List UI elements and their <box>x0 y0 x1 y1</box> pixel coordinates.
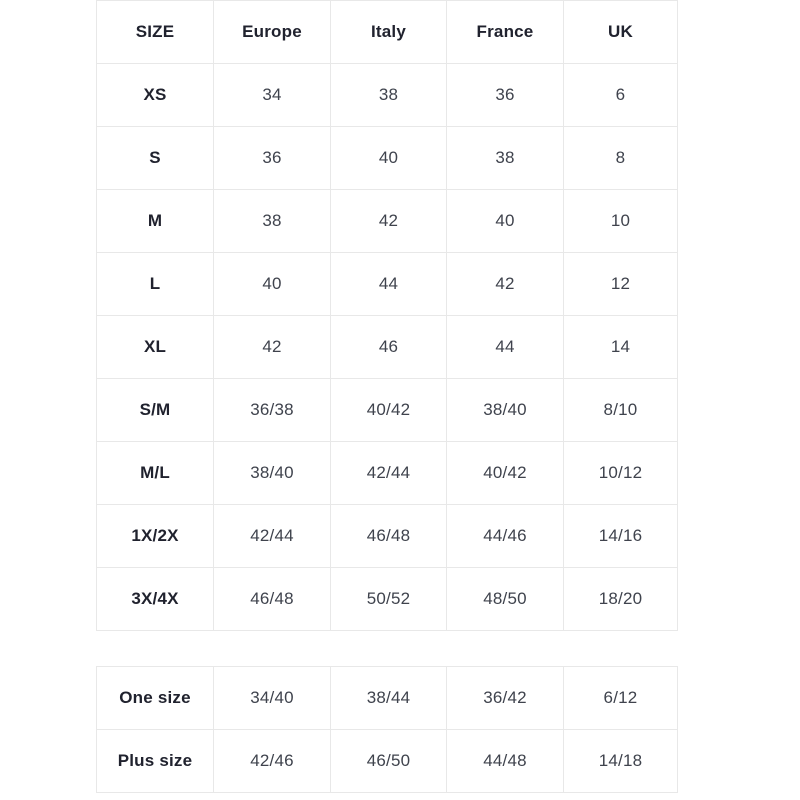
table-row: One size 34/40 38/44 36/42 6/12 <box>96 666 678 730</box>
france-value: 48/50 <box>446 567 564 631</box>
size-label: S <box>96 126 214 190</box>
column-header-italy: Italy <box>330 0 447 64</box>
france-value: 38/40 <box>446 378 564 442</box>
france-value: 36 <box>446 63 564 127</box>
size-label: M/L <box>96 441 214 505</box>
table-row: Plus size 42/46 46/50 44/48 14/18 <box>96 729 678 793</box>
france-value: 44 <box>446 315 564 379</box>
uk-value: 10/12 <box>563 441 678 505</box>
france-value: 36/42 <box>446 666 564 730</box>
international-size-conversion-table: SIZE Europe Italy France UK XS 34 38 36 … <box>96 0 678 631</box>
italy-value: 40/42 <box>330 378 447 442</box>
size-label: One size <box>96 666 214 730</box>
uk-value: 14/16 <box>563 504 678 568</box>
column-header-france: France <box>446 0 564 64</box>
france-value: 40 <box>446 189 564 253</box>
size-label: 3X/4X <box>96 567 214 631</box>
europe-value: 42/44 <box>213 504 331 568</box>
uk-value: 8/10 <box>563 378 678 442</box>
size-label: M <box>96 189 214 253</box>
size-label: XS <box>96 63 214 127</box>
uk-value: 8 <box>563 126 678 190</box>
france-value: 40/42 <box>446 441 564 505</box>
italy-value: 46/48 <box>330 504 447 568</box>
italy-value: 42 <box>330 189 447 253</box>
table-row: 1X/2X 42/44 46/48 44/46 14/16 <box>96 504 678 568</box>
uk-value: 6 <box>563 63 678 127</box>
table-row: L 40 44 42 12 <box>96 252 678 316</box>
uk-value: 12 <box>563 252 678 316</box>
uk-value: 18/20 <box>563 567 678 631</box>
france-value: 44/48 <box>446 729 564 793</box>
table-row: S/M 36/38 40/42 38/40 8/10 <box>96 378 678 442</box>
table-row: S 36 40 38 8 <box>96 126 678 190</box>
italy-value: 46 <box>330 315 447 379</box>
uk-value: 6/12 <box>563 666 678 730</box>
size-label: Plus size <box>96 729 214 793</box>
table-header-row: SIZE Europe Italy France UK <box>96 0 678 64</box>
size-label: L <box>96 252 214 316</box>
column-header-europe: Europe <box>213 0 331 64</box>
europe-value: 38/40 <box>213 441 331 505</box>
uk-value: 14 <box>563 315 678 379</box>
france-value: 42 <box>446 252 564 316</box>
size-label: 1X/2X <box>96 504 214 568</box>
uk-value: 14/18 <box>563 729 678 793</box>
france-value: 44/46 <box>446 504 564 568</box>
europe-value: 36 <box>213 126 331 190</box>
europe-value: 38 <box>213 189 331 253</box>
uk-value: 10 <box>563 189 678 253</box>
france-value: 38 <box>446 126 564 190</box>
europe-value: 34 <box>213 63 331 127</box>
italy-value: 38/44 <box>330 666 447 730</box>
column-header-uk: UK <box>563 0 678 64</box>
italy-value: 50/52 <box>330 567 447 631</box>
europe-value: 46/48 <box>213 567 331 631</box>
table-row: M/L 38/40 42/44 40/42 10/12 <box>96 441 678 505</box>
one-size-and-plus-size-table: One size 34/40 38/44 36/42 6/12 Plus siz… <box>96 666 678 793</box>
italy-value: 42/44 <box>330 441 447 505</box>
table-row: XL 42 46 44 14 <box>96 315 678 379</box>
size-label: S/M <box>96 378 214 442</box>
italy-value: 40 <box>330 126 447 190</box>
table-row: XS 34 38 36 6 <box>96 63 678 127</box>
table-row: M 38 42 40 10 <box>96 189 678 253</box>
europe-value: 42 <box>213 315 331 379</box>
table-row: 3X/4X 46/48 50/52 48/50 18/20 <box>96 567 678 631</box>
europe-value: 34/40 <box>213 666 331 730</box>
italy-value: 46/50 <box>330 729 447 793</box>
column-header-size: SIZE <box>96 0 214 64</box>
italy-value: 44 <box>330 252 447 316</box>
europe-value: 42/46 <box>213 729 331 793</box>
italy-value: 38 <box>330 63 447 127</box>
europe-value: 36/38 <box>213 378 331 442</box>
size-label: XL <box>96 315 214 379</box>
europe-value: 40 <box>213 252 331 316</box>
